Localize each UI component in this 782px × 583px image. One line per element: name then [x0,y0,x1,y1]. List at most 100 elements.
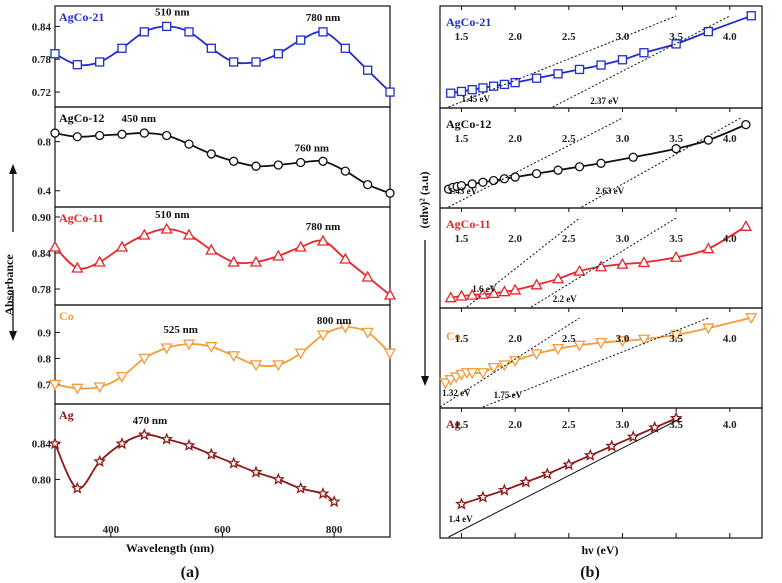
panel-b-data-point [466,288,479,300]
panel-a-xtick-label: 800 [326,524,343,536]
panel-b-xtick-label: 2.0 [508,333,522,345]
panel-a-ytick-label: 0.72 [32,87,52,99]
panel-a-data-point [339,322,352,334]
bandgap-tangent-line [448,417,682,538]
panel-a-data-point [251,57,261,67]
panel-a-series-label: AgCo-11 [59,211,104,225]
panel-b-xtick-label: 4.0 [723,31,737,43]
panel-b-data-point [531,168,542,179]
panel-a-data-point [160,222,173,234]
arrow-down-icon [421,376,429,386]
panel-b-frame [439,307,763,409]
panel-a-data-point [115,436,129,450]
panel-b-xtick-label: 2.5 [562,133,576,145]
panel-a-data-point [271,472,285,485]
panel-b-data-point [739,219,753,231]
panel-a-data-point [296,157,306,168]
panel-b-xtick-label: 3.0 [616,31,630,43]
panel-b-xtick-label: 1.5 [455,133,469,145]
bandgap-tangent-line [530,217,677,308]
panel-b-data-point [455,289,468,301]
panel-b-data-point [703,135,713,145]
panel-b-data-point [639,48,649,58]
panel-b-data-point [489,81,499,91]
panel-a-data-point [117,129,127,139]
panel-a-xtick-label: 600 [214,524,231,536]
panel-b-data-point [553,165,563,175]
bandgap-tangent-line [448,15,677,108]
panel-a-data-point [182,438,196,451]
panel-b-data-point [617,55,628,65]
panel-b-data-point [628,152,638,162]
panel-b-bottom-xtick-label: 4.0 [723,419,737,431]
panel-a-ytick-label: 0.78 [32,284,52,296]
panel-a-data-point [249,255,263,267]
panel-b-xtick-label: 1.5 [455,233,469,245]
panel-b-data-point [670,330,683,342]
panel-a-data-point [316,234,330,246]
peak-annotation: 760 nm [295,143,330,155]
panel-a-series-label: Co [59,309,74,323]
panel-a-ytick-label: 0.8 [37,353,51,365]
panel-b-xtick-label: 2.5 [562,233,576,245]
panel-a-xtick-label: 400 [103,524,120,536]
panel-b-data-point [466,368,479,380]
panel-a-data-point [182,228,196,240]
panel-a-series-line [54,132,391,195]
panel-b-data-point [637,256,651,268]
panel-a-data-point [229,57,239,67]
panel-a-data-point [327,495,341,508]
panel-a-data-point [184,139,194,149]
panel-b-data-point [594,260,608,272]
panel-b-xtick-label: 4.0 [723,333,737,345]
panel-b-data-point [551,344,565,356]
panel-a-ytick-label: 0.80 [32,474,52,486]
panel-b-tag: (b) [580,564,600,581]
panel-a-data-point [93,454,107,467]
panel-a-data-point [205,243,218,255]
panel-a-data-point [95,57,105,67]
panel-b-xtick-label: 3.5 [669,333,683,345]
peak-annotation: 450 nm [121,113,156,125]
panel-a-data-point [70,481,84,494]
panel-a-data-point [294,481,308,494]
panel-a-series-line [54,25,391,93]
panel-a-data-point [272,360,285,372]
panel-a-data-point [206,149,216,159]
panel-a-ytick-label: 0.90 [32,212,52,224]
panel-b-data-point [745,313,758,325]
panel-b-series-label: Co [446,329,461,343]
panel-a-ytick-label: 0.8 [37,137,51,149]
panel-a-data-point [160,343,173,355]
panel-b-xtick-label: 2.5 [562,333,576,345]
panel-a-data-point [227,456,241,469]
panel-b-bottom-xtick-label: 3.0 [616,419,630,431]
panel-a-series-label: AgCo-21 [59,10,104,24]
panel-b-series-line [450,14,752,95]
panel-b-data-point [530,278,543,290]
panel-a-data-point [162,130,172,141]
peak-annotation: 780 nm [306,221,341,233]
panel-b-xtick-label: 2.5 [562,31,576,43]
panel-a-series-line [54,433,335,503]
panel-b-data-point [583,448,597,461]
panel-b-data-point [499,174,510,184]
panel-b-data-point [746,11,756,21]
panel-a-series-label: Ag [59,408,74,422]
panel-b-data-point [456,86,467,97]
panel-a-data-point [339,252,352,264]
panel-a-data-point [162,21,172,32]
panel-a-ylabel: Absorbance [2,254,16,316]
panel-b-data-point [509,283,522,295]
panel-b-xtick-label: 3.5 [669,31,683,43]
bandgap-annotation: 1.4 eV [449,514,473,524]
bandgap-annotation: 1.75 eV [494,390,523,400]
panel-b-data-point [626,430,640,443]
panel-a-data-point [249,360,263,372]
panel-a-tag: (a) [181,564,200,581]
panel-b-data-point [553,69,563,79]
panel-b-data-point [498,285,511,297]
panel-a-data-point [115,240,129,252]
panel-b-xtick-label: 4.0 [723,133,737,145]
